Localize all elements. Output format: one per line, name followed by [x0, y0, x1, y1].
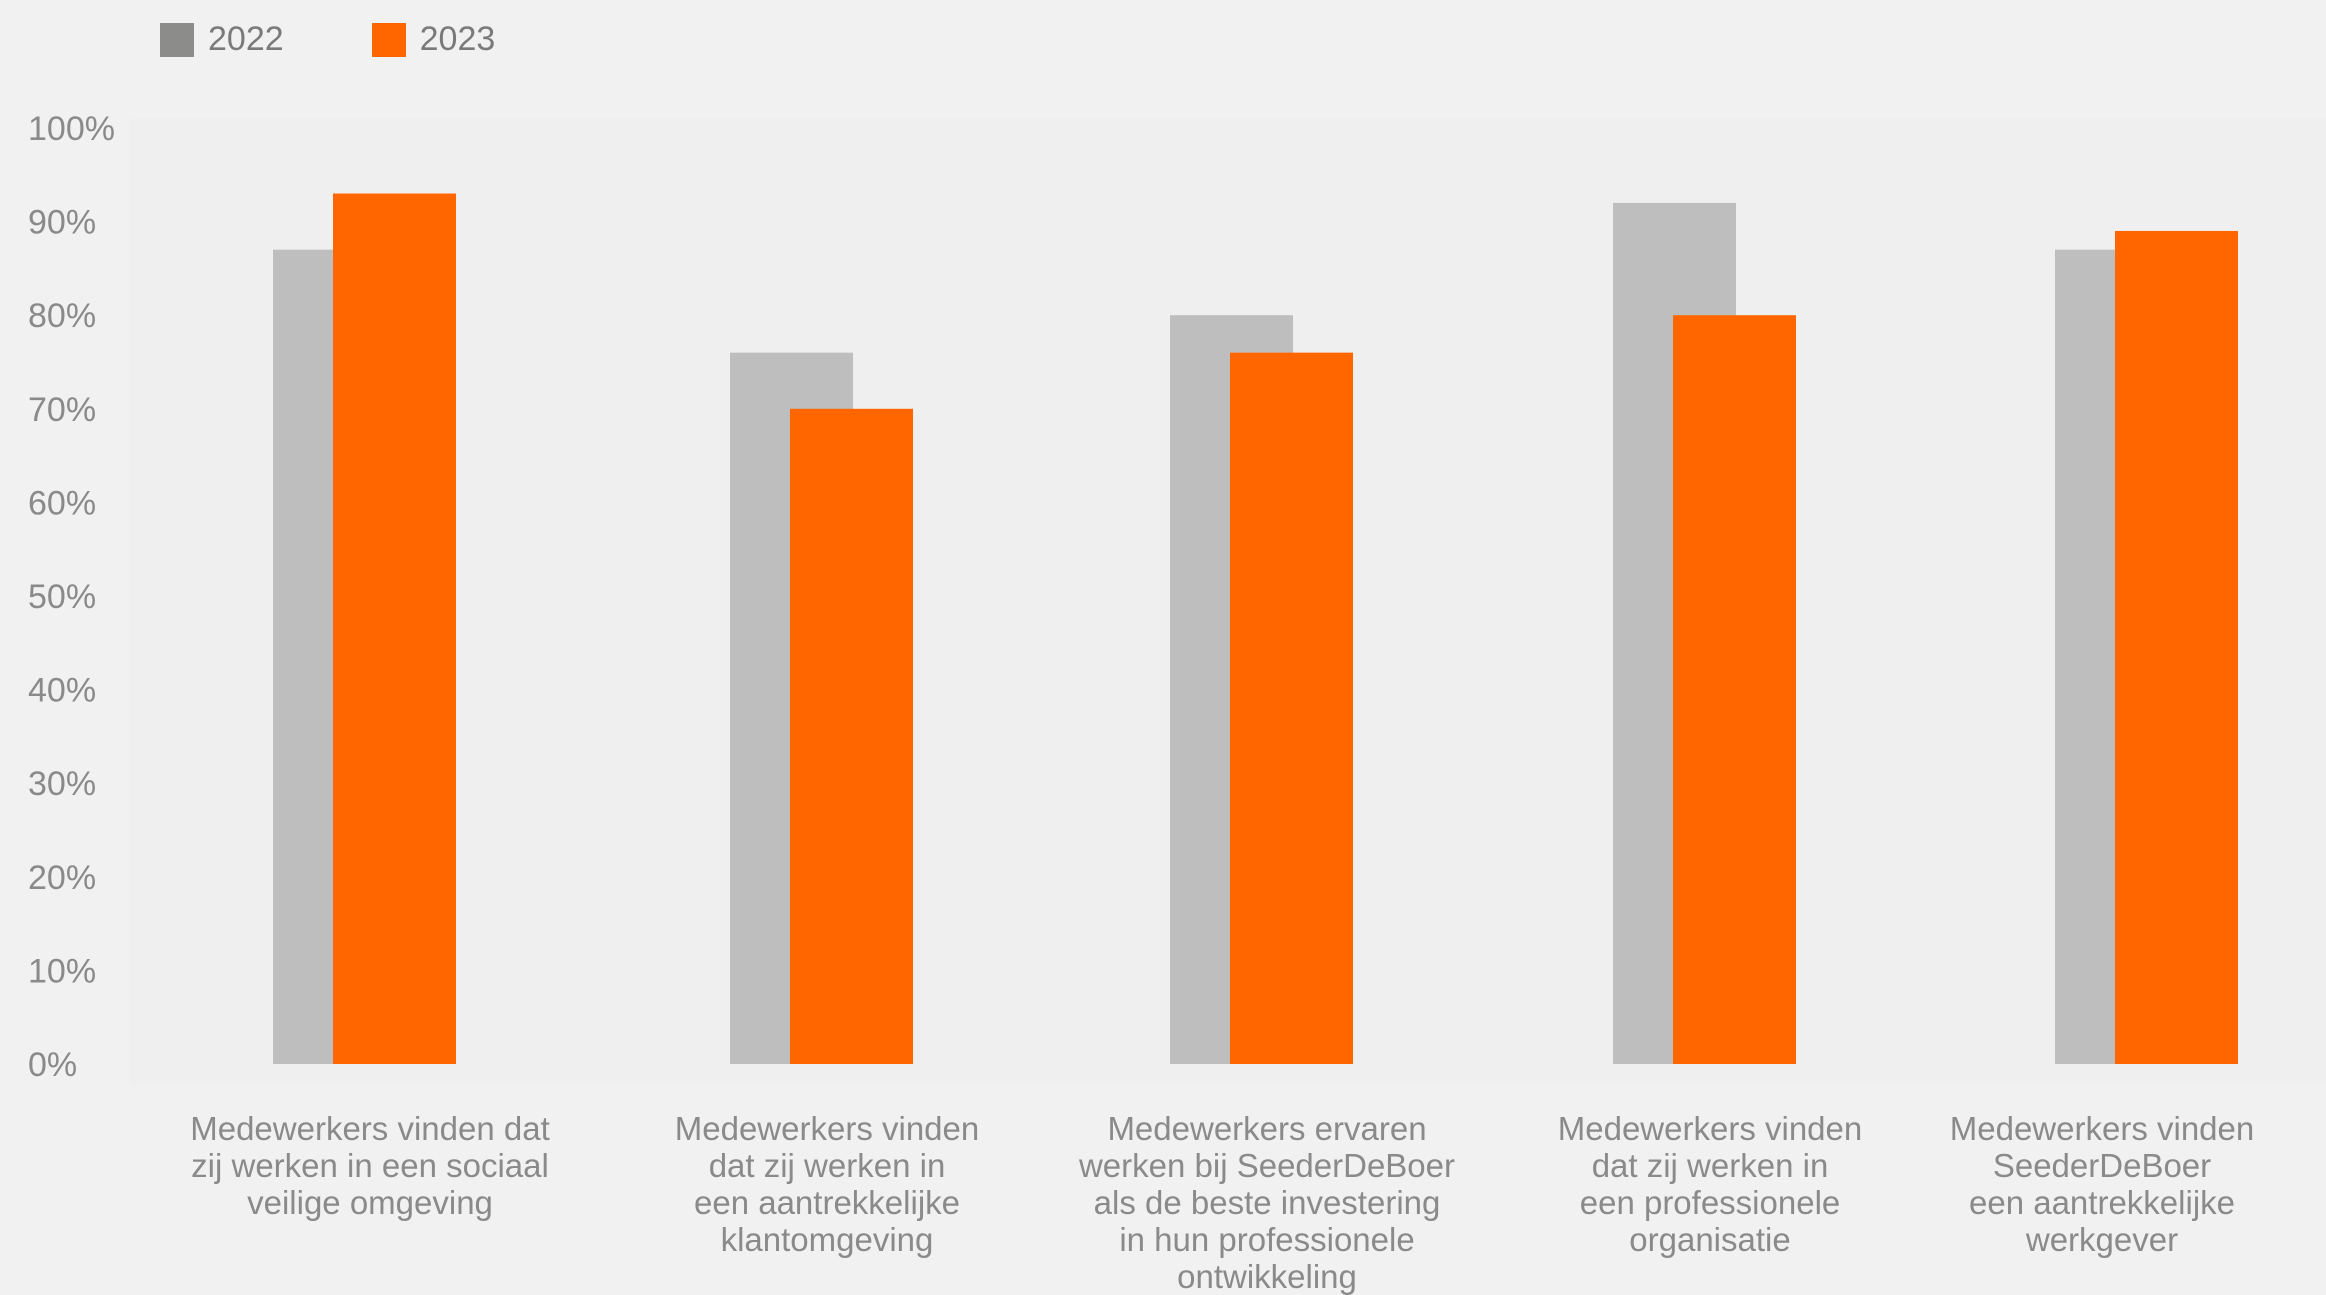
legend-swatch-2023 [371, 22, 406, 57]
y-tick-label: 20% [28, 859, 96, 897]
bar-2023-1 [333, 193, 456, 1064]
bar-2023-5 [2115, 230, 2238, 1064]
category-label-line: klantomgeving [720, 1221, 934, 1258]
category-label-line: ontwikkeling [1177, 1258, 1357, 1295]
category-label-line: werkgever [2025, 1221, 2179, 1258]
y-tick-label: 40% [28, 672, 96, 710]
bar-2023-4 [1673, 315, 1796, 1064]
category-label-2: Medewerkers vinden dat zij werken in een a… [607, 1110, 1047, 1258]
y-tick-label: 80% [28, 297, 96, 335]
y-tick-label: 70% [28, 391, 96, 429]
category-label-line: Medewerkers ervaren [1107, 1110, 1427, 1147]
category-label-line: werken bij SeederDeBoer [1078, 1147, 1456, 1184]
category-label-1: Medewerkers vinden dat zij werken in een … [150, 1110, 590, 1221]
legend-swatch-2022 [160, 22, 194, 57]
bar-2023-3 [1230, 352, 1353, 1064]
category-label-line: Medewerkers vinden [1557, 1110, 1863, 1147]
category-label-4: Medewerkers vinden dat zij werken in een p… [1490, 1110, 1930, 1258]
category-label-line: organisatie [1629, 1221, 1791, 1258]
category-label-line: een aantrekkelijke [694, 1184, 960, 1221]
category-label-line: in hun professionele [1119, 1221, 1415, 1258]
category-label-line: zij werken in een sociaal [191, 1147, 549, 1184]
y-tick-label: 0% [28, 1046, 77, 1084]
y-tick-label: 10% [28, 952, 96, 990]
category-label-5: Medewerkers vinden SeederDeBoer een aantre… [1882, 1110, 2322, 1258]
category-label-line: veilige omgeving [247, 1184, 493, 1221]
category-label-line: een professionele [1579, 1184, 1841, 1221]
category-label-line: Medewerkers vinden [1949, 1110, 2255, 1147]
y-tick-label: 100% [28, 110, 115, 148]
y-tick-label: 90% [28, 204, 96, 242]
y-tick-label: 60% [28, 484, 96, 522]
category-label-line: dat zij werken in [1591, 1147, 1829, 1184]
legend-item-2022: 2022 [160, 20, 284, 59]
category-label-line: Medewerkers vinden [674, 1110, 980, 1147]
category-label-3: Medewerkers ervaren werken bij SeederDeBo… [1047, 1110, 1487, 1295]
category-label-line: dat zij werken in [708, 1147, 946, 1184]
y-tick-label: 30% [28, 765, 96, 803]
category-label-line: een aantrekkelijke [1969, 1184, 2235, 1221]
category-label-line: SeederDeBoer [1992, 1147, 2212, 1184]
bar-2023-2 [790, 408, 913, 1064]
y-tick-label: 50% [28, 578, 96, 616]
category-label-line: Medewerkers vinden dat [190, 1110, 550, 1147]
chart-legend: 2022 2023 [160, 20, 495, 59]
category-label-line: als de beste investering [1093, 1184, 1441, 1221]
legend-item-2023: 2023 [371, 20, 496, 59]
legend-label-2022: 2022 [208, 20, 284, 58]
legend-label-2023: 2023 [419, 20, 496, 58]
